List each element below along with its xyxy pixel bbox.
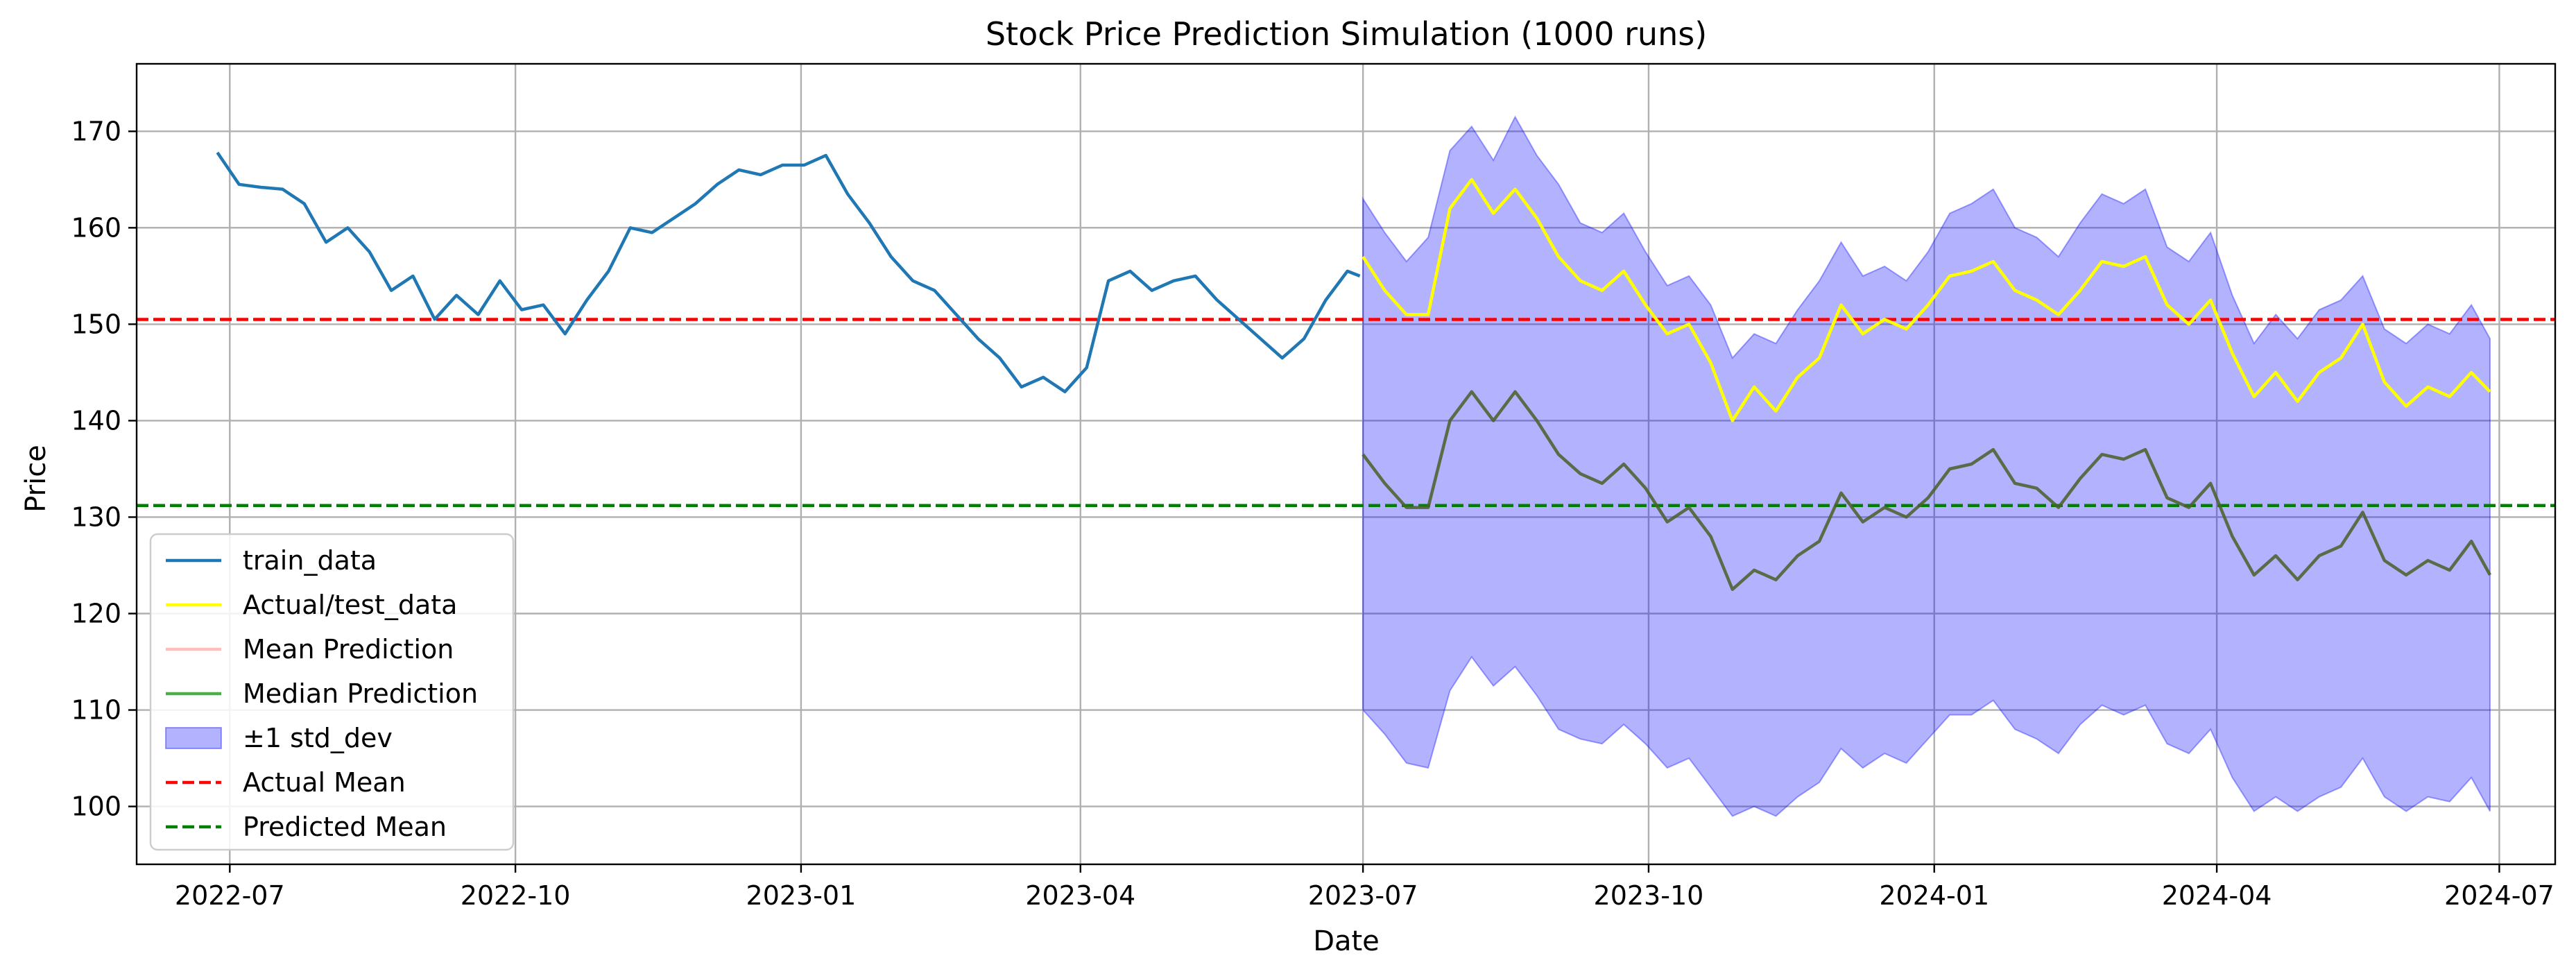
x-tick-label: 2023-07 xyxy=(1308,880,1418,911)
legend-box xyxy=(149,533,515,851)
median-prediction-line xyxy=(1362,390,2491,591)
x-tick-label: 2022-07 xyxy=(175,880,285,911)
train-data-line xyxy=(216,151,1361,393)
x-tick-label: 2023-04 xyxy=(1025,880,1135,911)
x-tick-label: 2024-04 xyxy=(2162,880,2272,911)
legend-label-actual-test-data: Actual/test_data xyxy=(243,590,457,620)
plot-marks xyxy=(137,115,2555,817)
legend-label-actual-mean: Actual Mean xyxy=(243,767,406,798)
legend-label-1-std-dev: ±1 std_dev xyxy=(243,723,393,753)
x-axis-label: Date xyxy=(1313,925,1380,957)
legend-label-train-data: train_data xyxy=(243,545,377,576)
x-tick-label: 2022-10 xyxy=(461,880,571,911)
y-axis-label: Price xyxy=(20,445,52,513)
axes-frame xyxy=(135,62,2557,866)
legend-label-mean-prediction: Mean Prediction xyxy=(243,634,454,665)
y-tick-label: 170 xyxy=(71,116,121,146)
y-tick-label: 150 xyxy=(71,309,121,339)
legend: train_data Actual/test_data Mean Predictio… xyxy=(149,533,515,851)
y-tick-label: 110 xyxy=(71,695,121,726)
x-tick-label: 2024-07 xyxy=(2444,880,2554,911)
plot-area: 2022-07 2022-10 2023-01 2023-04 2023-07 2023-… xyxy=(71,62,2557,911)
chart-title: Stock Price Prediction Simulation (1000 … xyxy=(986,15,1707,53)
x-tick-label: 2024-01 xyxy=(1879,880,1989,911)
x-tick-label: 2023-01 xyxy=(746,880,857,911)
y-tick-label: 100 xyxy=(71,791,121,822)
legend-swatch-1-std-dev xyxy=(165,727,222,749)
y-tick-label: 140 xyxy=(71,405,121,436)
legend-label-predicted-mean: Predicted Mean xyxy=(243,812,447,842)
x-tick-label: 2023-10 xyxy=(1594,880,1704,911)
y-tick-label: 120 xyxy=(71,599,121,629)
y-tick-label: 130 xyxy=(71,502,121,532)
actual-test-data-line xyxy=(1362,178,2491,422)
std-dev-band xyxy=(1362,115,2491,817)
y-tick-label: 160 xyxy=(71,212,121,243)
legend-label-median-prediction: Median Prediction xyxy=(243,678,478,709)
